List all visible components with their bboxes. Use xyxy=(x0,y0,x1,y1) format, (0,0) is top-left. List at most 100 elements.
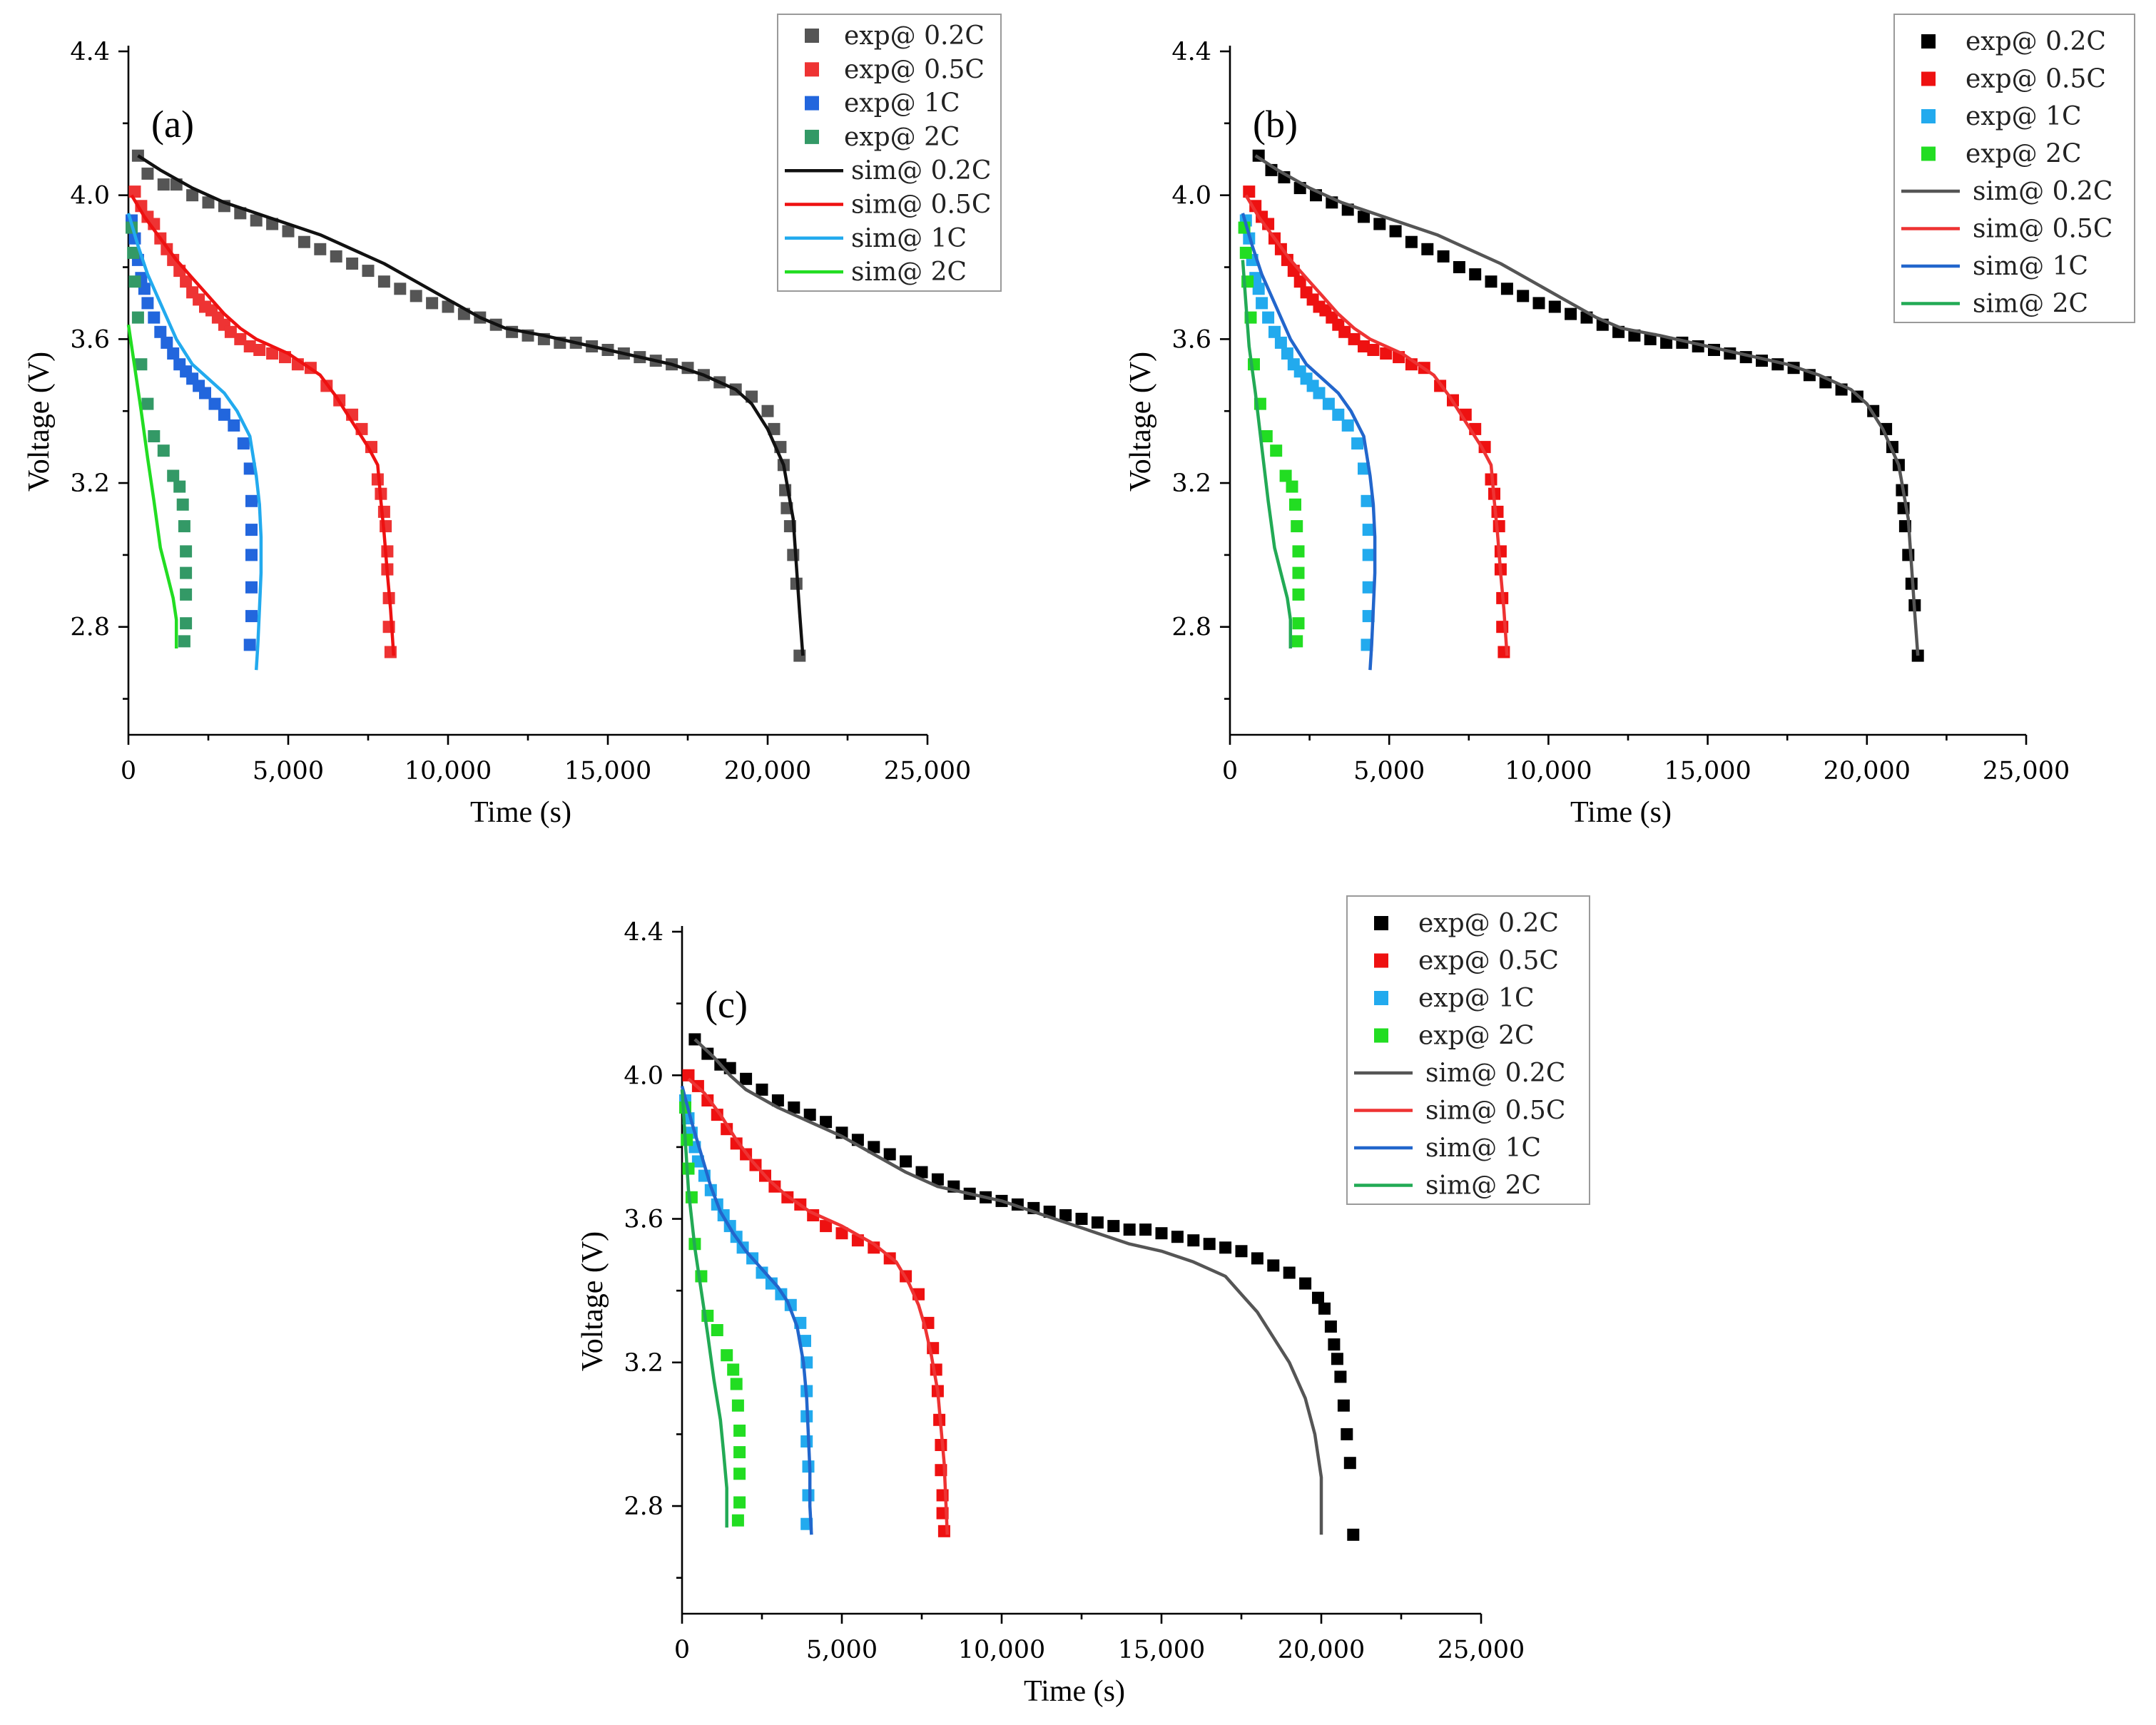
legend-marker-swatch xyxy=(1374,916,1388,930)
data-point xyxy=(314,243,327,255)
legend-marker-swatch xyxy=(1921,71,1936,86)
data-point xyxy=(1281,347,1293,360)
legend-marker-swatch xyxy=(805,62,819,77)
data-point xyxy=(346,258,359,270)
series-sim-2c xyxy=(680,1089,728,1528)
data-point xyxy=(161,336,173,349)
data-point xyxy=(1328,1338,1341,1351)
data-point xyxy=(1358,340,1370,352)
y-tick-label: 4.0 xyxy=(624,1062,663,1090)
data-point xyxy=(1239,246,1252,259)
legend-item: sim@ 0.5C xyxy=(1354,1096,1565,1126)
series-sim-0-5c xyxy=(130,194,396,656)
data-point xyxy=(727,1363,740,1376)
legend-label: sim@ 0.5C xyxy=(851,190,991,220)
data-point xyxy=(711,1324,723,1336)
legend-label: exp@ 0.2C xyxy=(844,21,985,51)
data-point xyxy=(202,196,215,209)
data-point xyxy=(148,311,161,324)
legend-item: exp@ 0.2C xyxy=(805,21,985,51)
data-point xyxy=(761,404,774,417)
data-point xyxy=(883,1148,896,1161)
data-point xyxy=(1361,494,1373,507)
data-point xyxy=(1155,1227,1168,1240)
data-point xyxy=(224,325,237,338)
data-point xyxy=(1517,290,1530,302)
legend-marker-swatch xyxy=(805,29,819,43)
data-point xyxy=(1341,419,1354,432)
x-axis-title: Time (s) xyxy=(1024,1675,1125,1708)
data-point xyxy=(245,610,258,623)
data-point xyxy=(1262,311,1275,324)
data-point xyxy=(442,300,454,313)
data-point xyxy=(868,1141,880,1154)
data-point xyxy=(1107,1220,1120,1233)
data-point xyxy=(765,1277,778,1290)
legend-label: sim@ 0.2C xyxy=(1973,177,2112,206)
series-line xyxy=(1244,194,1509,656)
data-point xyxy=(771,1094,784,1106)
data-point xyxy=(800,1435,813,1447)
x-tick-label: 15,000 xyxy=(1664,757,1751,785)
series-line xyxy=(1241,213,1377,671)
y-tick-label: 3.6 xyxy=(70,325,110,354)
data-point xyxy=(141,297,154,310)
data-point xyxy=(1270,444,1283,457)
data-point xyxy=(1351,437,1364,450)
y-axis-title: Voltage (V) xyxy=(1124,352,1157,492)
series-line xyxy=(137,154,805,656)
data-point xyxy=(180,588,193,601)
panel-label: (c) xyxy=(705,983,748,1026)
data-point xyxy=(208,397,221,410)
legend-marker-swatch xyxy=(1374,991,1388,1005)
data-point xyxy=(237,437,250,450)
data-point xyxy=(1203,1238,1216,1251)
series-line xyxy=(126,213,263,671)
data-point xyxy=(1251,1252,1263,1265)
legend-item: exp@ 0.5C xyxy=(805,55,985,84)
data-point xyxy=(1437,250,1450,263)
y-tick-label: 2.8 xyxy=(624,1492,663,1521)
data-point xyxy=(250,214,263,227)
data-point xyxy=(701,1047,714,1060)
series-exp-2c xyxy=(126,221,193,648)
data-point xyxy=(1341,1428,1353,1440)
x-tick-label: 10,000 xyxy=(405,757,492,785)
legend-label: exp@ 1C xyxy=(1418,984,1535,1013)
y-tick-label: 3.2 xyxy=(1171,469,1211,498)
legend-item: sim@ 2C xyxy=(1901,290,2088,319)
series-sim-2c xyxy=(126,324,178,648)
series-exp-0-2c xyxy=(688,1033,1360,1541)
data-point xyxy=(1286,480,1298,493)
legend-frame xyxy=(1346,895,1590,1205)
data-point xyxy=(803,1109,816,1121)
y-tick-label: 4.4 xyxy=(624,918,663,947)
data-point xyxy=(1312,1291,1324,1304)
chart-panel-a: 0 5,000 10,000 15,000 20,000 25,000 2.8 3.2 3.6 4… xyxy=(23,14,1002,829)
x-tick-label: 25,000 xyxy=(1438,1636,1525,1664)
data-point xyxy=(138,283,151,295)
data-point xyxy=(1289,498,1301,511)
series-sim-1c xyxy=(680,1085,813,1535)
series-sim-0-2c xyxy=(693,1038,1323,1535)
data-point xyxy=(788,1101,800,1114)
x-tick-label: 0 xyxy=(1222,757,1238,785)
data-point xyxy=(167,469,180,482)
data-point xyxy=(733,1467,746,1480)
legend-label: sim@ 1C xyxy=(1973,252,2088,281)
legend-item: sim@ 1C xyxy=(1354,1134,1541,1163)
y-tick-label: 2.8 xyxy=(70,614,110,642)
legend-label: sim@ 1C xyxy=(1425,1134,1541,1163)
y-axis-title: Voltage (V) xyxy=(23,352,56,492)
legend-item: sim@ 0.5C xyxy=(1901,215,2112,244)
data-point xyxy=(127,246,140,259)
legend: exp@ 0.2C exp@ 0.5C exp@ 1C exp@ 2C sim@ 0.2… xyxy=(1346,895,1590,1205)
data-point xyxy=(1235,1245,1248,1258)
legend-item: sim@ 0.5C xyxy=(785,190,991,220)
data-point xyxy=(167,347,180,360)
legend: exp@ 0.2C exp@ 0.5C exp@ 1C exp@ 2C sim@ 0.2… xyxy=(777,14,1002,292)
data-point xyxy=(1187,1234,1200,1247)
x-axis-title: Time (s) xyxy=(470,796,571,829)
legend-item: exp@ 0.2C xyxy=(1921,27,2106,56)
series-exp-0-5c xyxy=(682,1069,950,1537)
